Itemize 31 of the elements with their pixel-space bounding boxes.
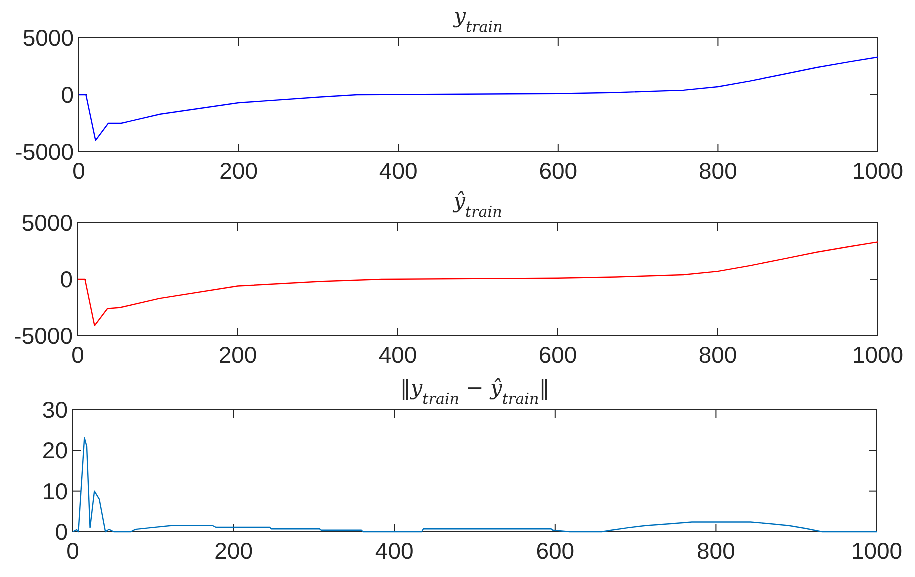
x-tick-label: 800	[699, 158, 738, 184]
line-series	[77, 242, 879, 326]
line-series	[78, 56, 879, 142]
y-tick-label: 0	[61, 82, 74, 108]
y-tick-label: 0	[55, 519, 68, 546]
x-tick-label: 400	[378, 342, 418, 368]
x-tick-label: 200	[214, 538, 253, 564]
x-tick-label: 600	[539, 158, 578, 184]
chart-title: y$_{train}$	[453, 4, 503, 36]
x-tick-label: 1000	[851, 538, 903, 564]
chart-title: ‖y$_{train}$ − ŷ$_{train}$‖	[400, 376, 550, 408]
y-tick-label: 20	[42, 438, 68, 464]
x-tick-label: 200	[218, 342, 258, 368]
x-tick-label: 800	[698, 342, 738, 368]
x-tick-label: 400	[375, 538, 414, 564]
x-tick-label: 200	[220, 158, 258, 184]
chart-title: ŷ$_{train}$	[452, 189, 502, 221]
x-tick-label: 800	[697, 538, 736, 564]
x-tick-label: 1000	[852, 158, 904, 184]
y-tick-label: 5000	[22, 25, 74, 52]
y-tick-label: -5000	[14, 323, 73, 350]
y-tick-label: -5000	[15, 139, 74, 166]
y-tick-label: 5000	[22, 210, 73, 236]
y-tick-label: 10	[42, 478, 68, 504]
x-tick-label: 600	[538, 342, 578, 368]
x-tick-label: 600	[536, 538, 575, 564]
x-tick-label: 400	[379, 158, 418, 184]
x-tick-label: 1000	[852, 342, 904, 368]
y-tick-label: 30	[42, 397, 68, 424]
line-series	[72, 437, 878, 533]
y-tick-label: 0	[60, 266, 73, 293]
